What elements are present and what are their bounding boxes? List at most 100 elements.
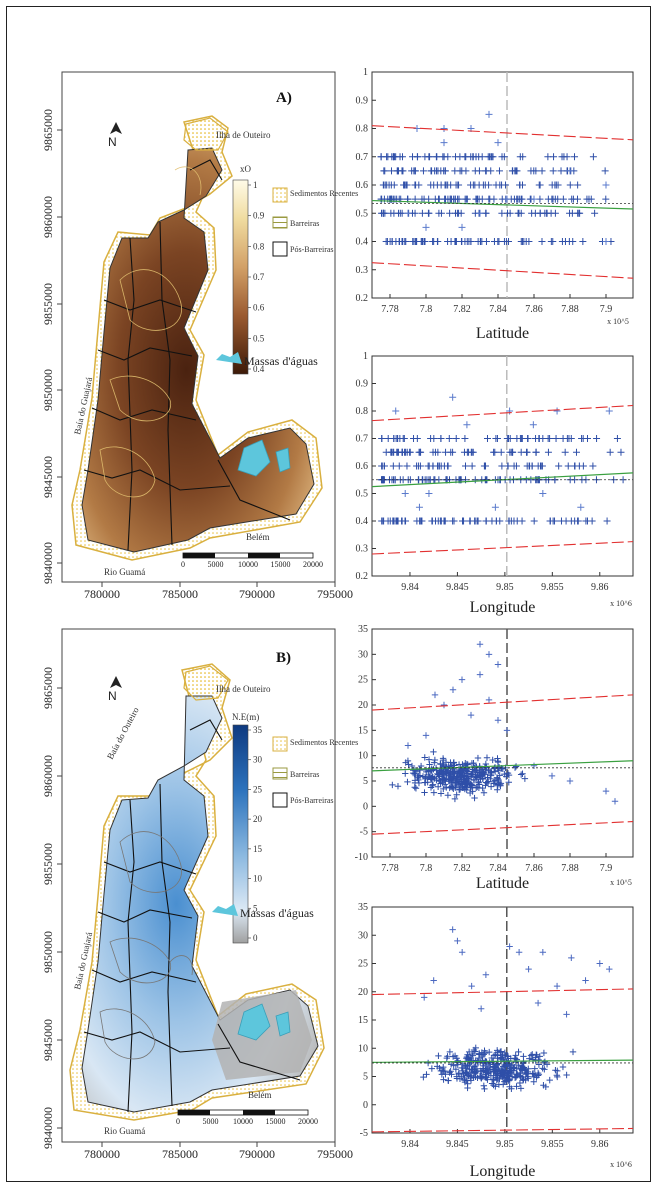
map-b-gray-area	[212, 990, 312, 1080]
data-point	[513, 1056, 521, 1063]
data-point	[553, 982, 561, 990]
data-point	[425, 756, 433, 763]
data-point	[380, 167, 388, 175]
x-exponent-label: x 10^5	[607, 317, 629, 326]
map-b-water-swatch	[212, 904, 238, 916]
data-point	[460, 765, 467, 772]
data-point	[494, 139, 502, 147]
data-point	[535, 1071, 543, 1078]
data-point	[515, 949, 523, 956]
map-a-contours	[99, 166, 202, 498]
data-point	[566, 181, 574, 189]
y-tick-label: 0	[363, 1100, 368, 1111]
data-point	[574, 181, 582, 189]
data-point	[514, 1071, 521, 1078]
data-point	[447, 448, 455, 456]
data-point	[465, 1054, 472, 1061]
data-point	[587, 195, 595, 203]
y-tick-label: 0.2	[356, 571, 369, 582]
data-point	[458, 238, 466, 245]
point-group	[377, 393, 627, 525]
data-point	[602, 181, 610, 189]
data-point	[467, 238, 475, 245]
data-point	[418, 209, 426, 217]
y-tick-label: 25	[358, 959, 368, 970]
data-point	[382, 238, 390, 245]
data-point	[557, 517, 565, 525]
map-b-legend-bar: Barreiras	[290, 770, 319, 779]
data-point	[378, 462, 386, 470]
data-point	[406, 448, 414, 456]
data-point	[534, 1072, 542, 1079]
data-point	[416, 448, 424, 456]
map-a-legend-pos-swatch	[272, 241, 288, 257]
data-point	[495, 1067, 503, 1074]
colorbar-tick-label: 0	[253, 933, 258, 943]
data-point	[611, 798, 619, 805]
data-point	[458, 223, 466, 231]
data-point	[579, 435, 587, 442]
data-point	[431, 448, 439, 456]
data-point	[534, 999, 542, 1007]
data-point	[480, 462, 488, 470]
y-tick-label: 20	[358, 700, 368, 711]
map-a-legend-pos: Pós-Barreiras	[290, 245, 334, 254]
data-point	[437, 760, 444, 767]
data-point	[409, 153, 417, 161]
map-y-tick-label: 9855000	[41, 843, 55, 885]
data-point	[430, 789, 438, 796]
data-point	[440, 139, 448, 147]
data-point	[494, 717, 502, 724]
data-point	[483, 779, 491, 787]
data-point	[544, 435, 552, 442]
map-a-label: A)	[276, 90, 292, 106]
data-point	[553, 1072, 561, 1079]
data-point	[571, 462, 579, 470]
map-x-tick-label: 795000	[317, 587, 353, 601]
data-point	[517, 238, 525, 245]
data-point	[474, 783, 481, 791]
data-point	[394, 783, 402, 790]
data-point	[440, 1076, 447, 1083]
data-point	[596, 960, 603, 967]
data-point	[465, 1048, 473, 1056]
data-point	[468, 462, 476, 470]
data-point	[552, 181, 560, 189]
scalebar-label: 15000	[266, 1117, 286, 1126]
x-tick-label: 7.78	[381, 304, 399, 315]
data-point	[430, 977, 437, 984]
data-point	[486, 195, 494, 203]
data-point	[437, 790, 445, 797]
data-point	[482, 517, 490, 525]
scalebar-label: 10000	[233, 1117, 253, 1126]
data-point	[444, 238, 452, 245]
data-point	[504, 1072, 512, 1079]
map-a-island	[183, 117, 229, 151]
data-point	[486, 1048, 493, 1056]
data-point	[478, 1068, 485, 1075]
data-point	[577, 503, 585, 511]
data-point	[435, 1052, 442, 1060]
data-point	[398, 153, 406, 161]
scalebar-label: 0	[181, 560, 185, 569]
data-point	[457, 773, 464, 780]
data-point	[489, 153, 497, 161]
map-a-boundaries	[83, 159, 291, 551]
data-point	[485, 651, 493, 658]
map-b: 9865000 9860000 9855000 9850000 9845000 98400…	[41, 628, 358, 1161]
chart-a-latitude: 0.2 0.3 0.4 0.5 0.6 0.7 0.8 0.9 1 7.78 7.8 7.82 7.84…	[356, 67, 634, 342]
map-b-water	[237, 1003, 291, 1041]
data-point	[421, 994, 428, 1001]
map-x-tick-label: 780000	[84, 1147, 120, 1161]
map-y-tick-label: 9865000	[41, 109, 55, 151]
data-point	[450, 1062, 457, 1069]
x-exponent-label: x 10^6	[610, 1160, 632, 1169]
data-point	[425, 773, 432, 781]
scalebar-label: 5000	[203, 1117, 219, 1126]
data-point	[536, 195, 544, 203]
y-tick-label: 0.6	[356, 180, 369, 191]
y-tick-label: 0.6	[356, 461, 369, 472]
map-b-scalebar	[177, 1109, 309, 1116]
x-tick-label: 9.84	[401, 582, 419, 593]
